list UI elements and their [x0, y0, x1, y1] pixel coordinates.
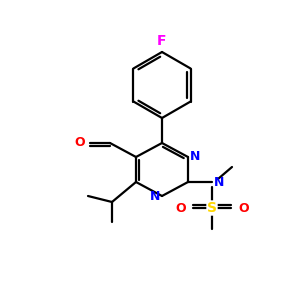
Text: N: N [214, 176, 224, 188]
Text: N: N [190, 151, 200, 164]
Text: N: N [150, 190, 160, 202]
Text: O: O [238, 202, 249, 214]
Text: F: F [157, 34, 167, 48]
Text: S: S [207, 201, 217, 215]
Text: O: O [74, 136, 85, 149]
Text: O: O [176, 202, 186, 214]
